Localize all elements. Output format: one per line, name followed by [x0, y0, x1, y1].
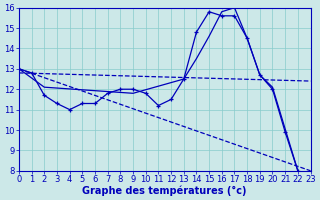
X-axis label: Graphe des températures (°c): Graphe des températures (°c)	[83, 185, 247, 196]
